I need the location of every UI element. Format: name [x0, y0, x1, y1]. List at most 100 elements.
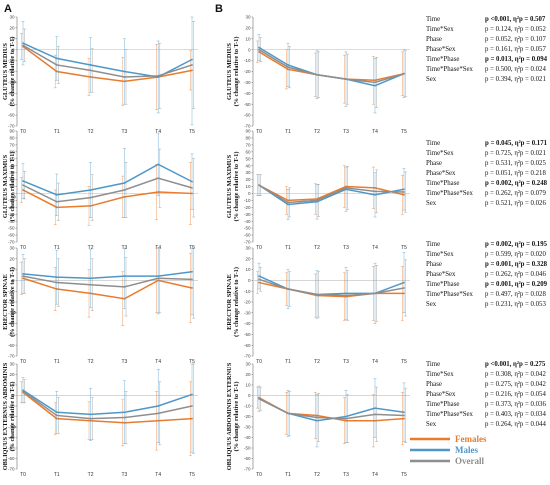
chart-a3-y-tick-label: 0 — [12, 278, 15, 283]
chart-b2-y-tick-label: 10 — [245, 184, 251, 189]
chart-b2-y-axis-subtitle: (% change relative to T-1) — [233, 152, 240, 222]
stat-effect-label: Time*Sex — [426, 150, 454, 157]
chart-a3-series-males — [21, 247, 194, 316]
chart-b3-y-tick-label: 30 — [245, 246, 251, 251]
chart-a2-overall-point — [123, 189, 126, 191]
stat-effect-value: p = 0.394, η²p = 0.021 — [485, 76, 546, 83]
stat-effect-value: p = 0.231, η²p = 0.053 — [485, 301, 546, 308]
chart-a3-y-tick-label: 30 — [9, 246, 15, 251]
chart-b3-x-label-t1: T1 — [285, 359, 291, 365]
chart-b1-x-label-t5: T5 — [401, 129, 407, 135]
chart-b3-y-tick-label: 10 — [245, 267, 251, 272]
chart-b4-x-label-t0: T0 — [256, 472, 262, 478]
stat-effect-value: p = 0.001, η²p = 0.328 — [485, 261, 548, 268]
stat-effect-label: Phase — [426, 381, 442, 388]
chart-b2-overall-point — [403, 191, 405, 193]
chart-a3-y-tick-label: 10 — [9, 267, 15, 272]
chart-b4-overall-point — [403, 414, 405, 417]
chart-a1-y-tick-label: -70 — [8, 124, 15, 129]
chart-b1-y-tick-label: -30 — [244, 80, 251, 85]
chart-a1-y-tick-label: -40 — [8, 91, 15, 96]
chart-b2-males-point — [403, 188, 405, 191]
stat-effect-value: p <0.001, η²p = 0.275 — [485, 361, 546, 368]
chart-a3-x-label-t5: T5 — [189, 359, 195, 365]
chart-a2-y-axis-subtitle: (% change relative to T-1) — [9, 152, 16, 222]
chart-b4-series-females — [255, 386, 405, 448]
chart-a2-y-tick-label: 70 — [9, 142, 15, 147]
stat-effect-value: p = 0.497, η²p = 0.028 — [485, 291, 546, 298]
chart-b4-x-label-t4: T4 — [372, 472, 378, 478]
chart-a4-y-tick-label: -60 — [8, 456, 15, 461]
chart-b1-overall-point — [258, 48, 260, 51]
chart-b3-series-males — [257, 252, 406, 324]
chart-a1-y-tick-label: -20 — [8, 69, 15, 74]
chart-b4-males-point — [374, 407, 376, 409]
chart-a4-y-tick-label: 10 — [9, 383, 15, 388]
chart-a3-males-point — [55, 276, 58, 279]
chart-a2-y-tick-label: 30 — [9, 170, 15, 175]
chart-b2-x-label-t0: T0 — [256, 245, 262, 251]
chart-a1-overall-point — [89, 69, 92, 72]
stat-effect-value: p = 0.051, η²p = 0.218 — [485, 170, 546, 177]
chart-a3-males-point — [191, 270, 193, 273]
chart-a4-overall-point — [55, 414, 58, 417]
chart-b1-y-tick-label: -40 — [244, 91, 251, 96]
chart-a1-overall-line — [22, 44, 193, 78]
chart-b1-series-overall — [258, 37, 408, 108]
chart-b3-overall-point — [403, 287, 405, 289]
chart-a2-series-overall — [22, 148, 196, 221]
chart-a4-x-label-t1: T1 — [54, 472, 60, 478]
stat-effect-label: Time*Phase — [426, 56, 459, 63]
charts-layer: 30 20 10 0 -10 -20 -30 -40 -50 -60 -70 T0 T1 T2 T3 T4 T5… — [2, 15, 410, 478]
stat-effect-value: p = 0.521, η²p = 0.026 — [485, 200, 546, 207]
chart-b1-series-females — [255, 40, 405, 105]
chart-b2-y-tick-label: 40 — [245, 163, 251, 168]
stat-effect-label: Phase*Sex — [426, 271, 456, 278]
chart-a1-y-tick-label: 20 — [9, 26, 15, 31]
chart-a4-overall-point — [123, 416, 126, 419]
chart-b3-x-label-t0: T0 — [256, 359, 262, 365]
chart-a4-series-males — [21, 363, 194, 453]
chart-b1-x-label-t0: T0 — [256, 129, 262, 135]
chart-b3-overall-point — [345, 294, 347, 297]
chart-b4-y-tick-label: -50 — [244, 446, 251, 451]
chart-a3-y-tick-label: 20 — [9, 256, 15, 261]
chart-b3-y-tick-label: -40 — [244, 321, 251, 326]
chart-b1-y-axis-subtitle: (% change relative to T-1) — [233, 37, 240, 107]
chart-b4-y-tick-label: 10 — [245, 383, 251, 388]
stat-effect-value: p = 0.264, η²p = 0.044 — [485, 421, 546, 428]
chart-a2-x-label-t0: T0 — [20, 245, 26, 251]
chart-a4-x-label-t0: T0 — [20, 472, 26, 478]
chart-a3-y-axis-title: ERECTOR SPINAE — [2, 274, 9, 330]
chart-a1-overall-point — [55, 64, 58, 66]
chart-b2-males-point — [287, 203, 289, 206]
chart-a1-y-tick-label: -60 — [8, 113, 15, 118]
chart-b2-series-overall — [258, 166, 408, 218]
stat-effect-label: Time*Phase — [426, 401, 459, 408]
chart-b3-x-label-t4: T4 — [372, 359, 378, 365]
chart-b2-males-point — [316, 200, 318, 203]
chart-b2-y-tick-label: -10 — [244, 198, 251, 203]
chart-b3-males-point — [258, 275, 260, 277]
chart-a2-overall-point — [89, 196, 92, 199]
chart-b2-overall-point — [258, 184, 260, 187]
chart-b4-overall-line — [258, 397, 405, 420]
chart-a3-y-axis-subtitle: (% change relative to T-1) — [9, 267, 16, 337]
stat-effect-value: p = 0.531, η²p = 0.025 — [485, 160, 546, 167]
chart-b1-x-label-t1: T1 — [285, 129, 291, 135]
chart-a2-y-tick-label: -70 — [8, 240, 15, 245]
chart-b3-series-overall — [258, 259, 408, 322]
chart-b1-y-tick-label: -10 — [244, 58, 251, 63]
chart-a4-overall-point — [157, 412, 160, 415]
chart-b4-y-tick-label: -10 — [244, 404, 251, 409]
chart-a4-x-label-t3: T3 — [121, 472, 127, 478]
chart-b2-y-tick-label: 20 — [245, 177, 251, 182]
chart-a1-series-females — [19, 33, 193, 110]
chart-b4-males-point — [403, 411, 405, 414]
chart-a2-overall-point — [157, 177, 160, 180]
chart-a1-series-males — [21, 16, 194, 126]
chart-b2-series-females — [255, 165, 405, 215]
chart-a3-overall-point — [22, 275, 24, 277]
chart-a1-y-axis-subtitle: (% change relative to T-1) — [9, 37, 16, 107]
